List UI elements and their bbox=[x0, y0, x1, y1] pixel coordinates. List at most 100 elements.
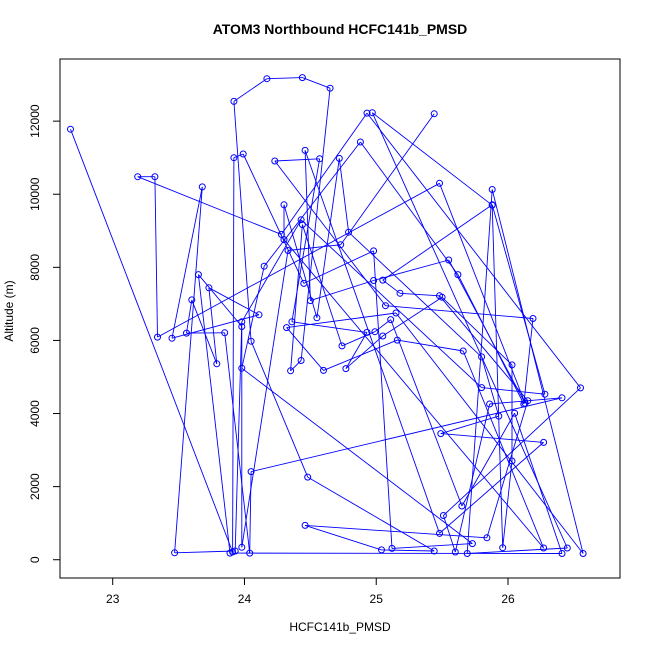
data-point bbox=[300, 279, 308, 287]
data-point bbox=[378, 546, 385, 554]
y-tick-label: 4000 bbox=[28, 400, 42, 427]
data-point bbox=[379, 332, 387, 340]
data-point bbox=[363, 109, 371, 117]
data-point bbox=[371, 328, 379, 336]
data-point bbox=[151, 173, 159, 181]
series-segment bbox=[382, 204, 493, 281]
series-segment bbox=[291, 321, 368, 333]
data-point bbox=[288, 318, 296, 326]
data-point bbox=[154, 333, 161, 341]
x-axis-label: HCFC141b_PMSD bbox=[289, 620, 391, 634]
data-point bbox=[306, 297, 314, 305]
data-point bbox=[247, 468, 255, 476]
series-segment bbox=[441, 296, 513, 366]
series-segment bbox=[233, 101, 252, 342]
data-point bbox=[540, 544, 548, 552]
series-segment bbox=[174, 550, 236, 554]
data-point bbox=[436, 292, 443, 300]
data-point bbox=[454, 271, 462, 279]
data-point bbox=[459, 347, 467, 355]
data-point bbox=[345, 228, 353, 236]
series-segment bbox=[373, 259, 449, 281]
data-point bbox=[439, 512, 447, 519]
data-point bbox=[437, 430, 445, 438]
series-segment bbox=[174, 186, 203, 553]
series-segment bbox=[366, 112, 581, 389]
data-point bbox=[393, 336, 401, 344]
data-point bbox=[297, 216, 305, 224]
y-tick-label: 6000 bbox=[28, 327, 42, 354]
series-segment bbox=[241, 250, 289, 548]
data-point bbox=[392, 309, 400, 317]
series-segment bbox=[304, 150, 440, 534]
data-point bbox=[342, 365, 350, 373]
data-point bbox=[246, 549, 254, 557]
series-segment bbox=[454, 403, 491, 553]
data-point bbox=[298, 74, 306, 82]
data-point bbox=[337, 241, 345, 249]
series-segment bbox=[286, 327, 324, 371]
series-segment bbox=[440, 415, 499, 435]
series-segment bbox=[186, 299, 193, 334]
data-point bbox=[430, 547, 438, 555]
data-point bbox=[511, 409, 519, 417]
data-point bbox=[297, 357, 305, 364]
series-segment bbox=[466, 189, 493, 554]
series-segment bbox=[440, 433, 544, 443]
data-point bbox=[499, 544, 507, 552]
data-point bbox=[213, 360, 221, 368]
series-segment bbox=[345, 332, 368, 369]
data-point bbox=[486, 400, 494, 408]
plot-area bbox=[67, 74, 587, 557]
data-point bbox=[238, 323, 246, 330]
series-segment bbox=[171, 186, 203, 339]
data-point bbox=[488, 201, 496, 209]
data-point bbox=[67, 125, 74, 133]
series-segment bbox=[300, 88, 331, 361]
x-tick-label: 24 bbox=[238, 592, 252, 606]
data-point bbox=[283, 324, 291, 332]
data-point bbox=[370, 247, 378, 255]
series-segment bbox=[439, 183, 526, 404]
data-point bbox=[247, 337, 255, 345]
series-segment bbox=[381, 549, 435, 552]
y-tick-label: 12000 bbox=[28, 104, 42, 138]
series-segment bbox=[481, 356, 500, 417]
series-segment bbox=[300, 219, 482, 388]
data-point bbox=[326, 84, 334, 92]
series-segment bbox=[448, 259, 526, 404]
data-point bbox=[338, 342, 346, 350]
series-segment bbox=[323, 339, 398, 371]
data-point bbox=[301, 146, 309, 154]
data-point bbox=[287, 367, 295, 375]
data-point bbox=[226, 549, 234, 557]
x-axis: 23 24 25 26 bbox=[106, 577, 515, 606]
data-point bbox=[478, 384, 486, 392]
series-segment bbox=[197, 274, 231, 554]
data-point bbox=[483, 534, 491, 542]
x-tick-label: 26 bbox=[501, 592, 515, 606]
series-segment bbox=[301, 224, 343, 347]
y-axis-label: Altitude (m) bbox=[2, 280, 16, 341]
series-segment bbox=[198, 274, 243, 327]
data-point bbox=[451, 548, 459, 556]
data-point bbox=[541, 390, 549, 398]
data-point bbox=[540, 438, 548, 446]
data-point bbox=[188, 296, 196, 304]
series-segment bbox=[232, 157, 235, 553]
series-segment bbox=[382, 279, 401, 294]
series-segment bbox=[287, 244, 341, 251]
data-point bbox=[430, 110, 438, 118]
data-point bbox=[463, 550, 471, 557]
data-point bbox=[388, 544, 396, 552]
data-point bbox=[577, 384, 584, 392]
series-segment bbox=[395, 312, 584, 554]
data-point bbox=[370, 277, 378, 284]
data-point bbox=[183, 329, 190, 337]
series-segment bbox=[489, 397, 563, 405]
series-segment bbox=[290, 360, 302, 372]
data-point bbox=[271, 157, 279, 165]
data-point bbox=[396, 289, 404, 297]
series-segment bbox=[462, 350, 545, 549]
